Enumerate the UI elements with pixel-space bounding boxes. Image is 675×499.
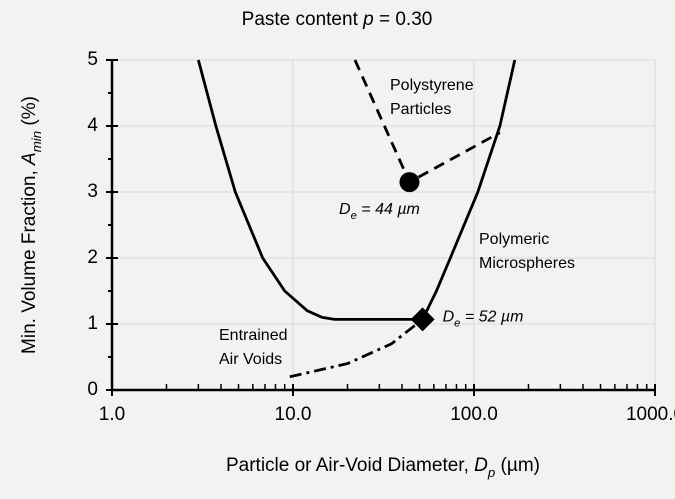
y-tick-label: 2 [87,247,98,268]
y-tick-label: 1 [87,313,98,334]
marker-label: De = 44 µm [339,201,420,222]
marker-label: De = 52 µm [443,309,524,330]
y-tick-label: 0 [87,379,98,400]
chart-title-part: Paste content [242,9,363,30]
x-tick-label: 10.0 [275,404,312,425]
y-label-group: Min. Volume Fraction, Amin (%) [19,96,44,354]
x-axis-label-part: D [474,455,488,476]
marker-label-part: = 44 µm [357,201,420,218]
chart-title-part: = 0.30 [374,9,433,30]
annotation: Entrained [219,327,288,344]
marker-label-part: D [339,201,351,218]
x-axis-label-part: p [487,465,495,480]
marker [399,172,420,193]
chart-title: Paste content p = 0.30 [242,9,433,30]
y-axis-label: Min. Volume Fraction, Amin (%) [19,96,44,354]
y-axis-label-part: (%) [19,96,40,131]
line [289,318,424,379]
x-tick-label: 1000.0 [626,404,675,425]
marker-label-part: = 52 µm [460,309,523,326]
y-axis-label-part: Min. Volume Fraction, [19,165,40,354]
y-axis-label-part: A [19,152,40,166]
y-axis-label-part: min [29,131,44,152]
x-axis-label-part: Particle or Air-Void Diameter, [226,455,474,476]
marker-label-part: D [443,309,455,326]
annotation: Air Voids [219,351,282,368]
line [197,59,517,321]
x-tick-label: 1.0 [99,404,125,425]
y-tick-label: 3 [87,181,98,202]
annotation: Particles [390,101,451,118]
y-tick-label: 5 [87,49,98,70]
marker [410,307,435,332]
x-axis-label-part: (µm) [495,455,540,476]
marker-label-part: e [454,317,460,329]
annotation: Polystyrene [390,77,474,94]
annotation: Polymeric [479,231,549,248]
x-axis-label: Particle or Air-Void Diameter, Dp (µm) [226,455,540,480]
marker-label-part: e [351,210,357,222]
annotation: Microspheres [479,255,575,272]
chart-title-part: p [362,9,374,30]
x-tick-label: 100.0 [450,404,498,425]
y-tick-label: 4 [87,115,98,136]
